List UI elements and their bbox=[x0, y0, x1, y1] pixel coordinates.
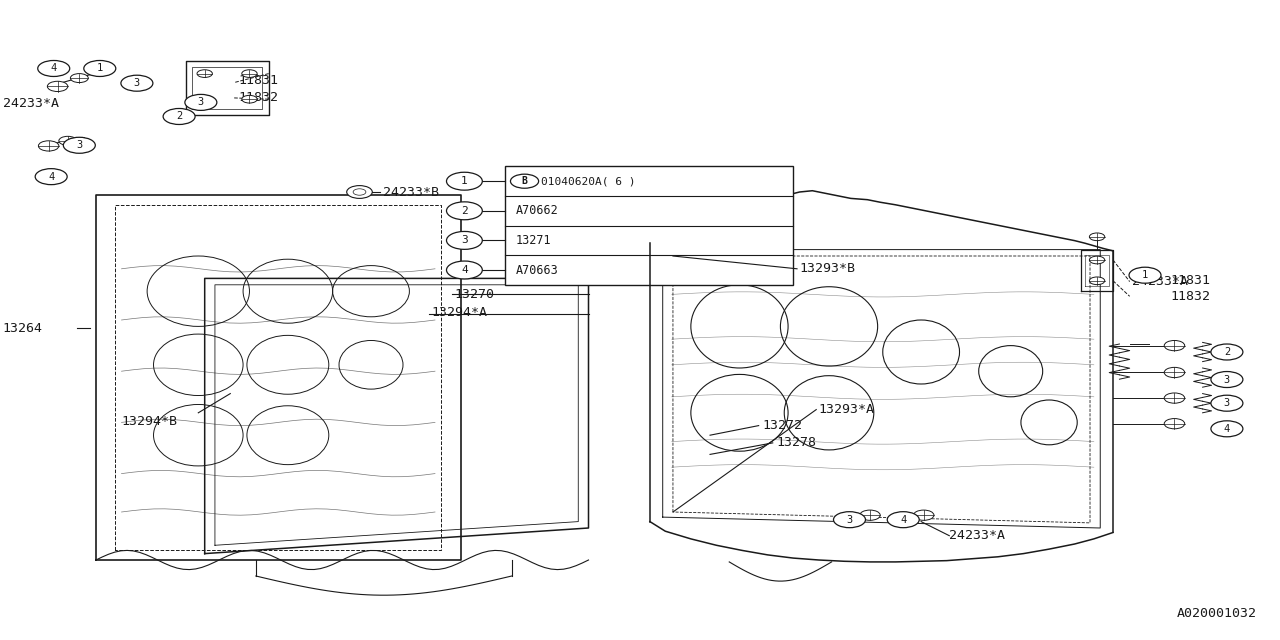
Text: 4: 4 bbox=[461, 265, 467, 275]
Circle shape bbox=[184, 95, 216, 111]
Circle shape bbox=[242, 70, 257, 77]
Text: 4: 4 bbox=[1224, 424, 1230, 434]
Text: A020001032: A020001032 bbox=[1178, 607, 1257, 620]
Circle shape bbox=[120, 76, 152, 92]
Circle shape bbox=[197, 95, 212, 103]
Text: 01040620A( 6 ): 01040620A( 6 ) bbox=[541, 176, 636, 186]
Circle shape bbox=[833, 512, 865, 527]
Text: 13293*B: 13293*B bbox=[800, 262, 855, 275]
Circle shape bbox=[1211, 371, 1243, 388]
Text: 11832: 11832 bbox=[1171, 290, 1211, 303]
Circle shape bbox=[447, 172, 483, 190]
Circle shape bbox=[1129, 268, 1161, 284]
Circle shape bbox=[1089, 277, 1105, 285]
Circle shape bbox=[197, 70, 212, 77]
Circle shape bbox=[1211, 396, 1243, 412]
Circle shape bbox=[1165, 340, 1185, 351]
Circle shape bbox=[1165, 367, 1185, 378]
Circle shape bbox=[914, 510, 934, 520]
Circle shape bbox=[242, 95, 257, 103]
Text: 3: 3 bbox=[846, 515, 852, 525]
Text: 1: 1 bbox=[1142, 270, 1148, 280]
Text: A70662: A70662 bbox=[516, 204, 558, 218]
Text: 1: 1 bbox=[461, 176, 467, 186]
Circle shape bbox=[1089, 256, 1105, 264]
Text: 13278: 13278 bbox=[777, 436, 817, 449]
Circle shape bbox=[35, 169, 67, 185]
Bar bbox=[506, 166, 794, 285]
Text: 13272: 13272 bbox=[763, 419, 803, 432]
Circle shape bbox=[63, 138, 95, 154]
Text: B: B bbox=[522, 176, 527, 186]
Text: 13294*B: 13294*B bbox=[122, 415, 178, 428]
Circle shape bbox=[447, 232, 483, 250]
Text: 3: 3 bbox=[1224, 398, 1230, 408]
Text: 4: 4 bbox=[51, 63, 56, 74]
Circle shape bbox=[860, 510, 881, 520]
Text: 24233*A: 24233*A bbox=[1133, 275, 1188, 288]
Circle shape bbox=[38, 141, 59, 151]
Text: A70663: A70663 bbox=[516, 264, 558, 276]
Circle shape bbox=[1089, 233, 1105, 241]
Circle shape bbox=[37, 61, 69, 77]
Text: 24233*B: 24233*B bbox=[383, 186, 439, 198]
Text: 11831: 11831 bbox=[238, 74, 278, 87]
Circle shape bbox=[1211, 344, 1243, 360]
Circle shape bbox=[1211, 421, 1243, 437]
Circle shape bbox=[511, 174, 539, 188]
Circle shape bbox=[887, 512, 919, 527]
Text: 2: 2 bbox=[461, 206, 467, 216]
Text: 3: 3 bbox=[134, 78, 140, 88]
Circle shape bbox=[1165, 419, 1185, 429]
Text: 2: 2 bbox=[175, 111, 182, 122]
Circle shape bbox=[70, 74, 88, 83]
Text: 24233*A: 24233*A bbox=[950, 529, 1005, 542]
Circle shape bbox=[447, 261, 483, 279]
Text: 2: 2 bbox=[1224, 347, 1230, 357]
Text: 3: 3 bbox=[461, 236, 467, 245]
Text: 3: 3 bbox=[1224, 374, 1230, 385]
Circle shape bbox=[163, 109, 195, 125]
Text: 13293*A: 13293*A bbox=[819, 403, 874, 416]
Text: 4: 4 bbox=[49, 172, 54, 182]
Text: 3: 3 bbox=[77, 140, 82, 150]
Text: 4: 4 bbox=[900, 515, 906, 525]
Text: 11831: 11831 bbox=[1171, 275, 1211, 287]
Text: 13270: 13270 bbox=[454, 288, 494, 301]
Circle shape bbox=[83, 61, 115, 77]
Circle shape bbox=[59, 136, 77, 145]
Text: 11832: 11832 bbox=[238, 91, 278, 104]
Circle shape bbox=[1165, 393, 1185, 403]
Text: 1: 1 bbox=[97, 63, 102, 74]
Text: 13271: 13271 bbox=[516, 234, 552, 247]
Circle shape bbox=[47, 81, 68, 92]
Circle shape bbox=[447, 202, 483, 220]
Text: 3: 3 bbox=[197, 97, 204, 108]
Circle shape bbox=[347, 186, 372, 198]
Text: 13264: 13264 bbox=[3, 322, 42, 335]
Text: 13294*A: 13294*A bbox=[431, 306, 488, 319]
Text: 24233*A: 24233*A bbox=[3, 97, 59, 110]
